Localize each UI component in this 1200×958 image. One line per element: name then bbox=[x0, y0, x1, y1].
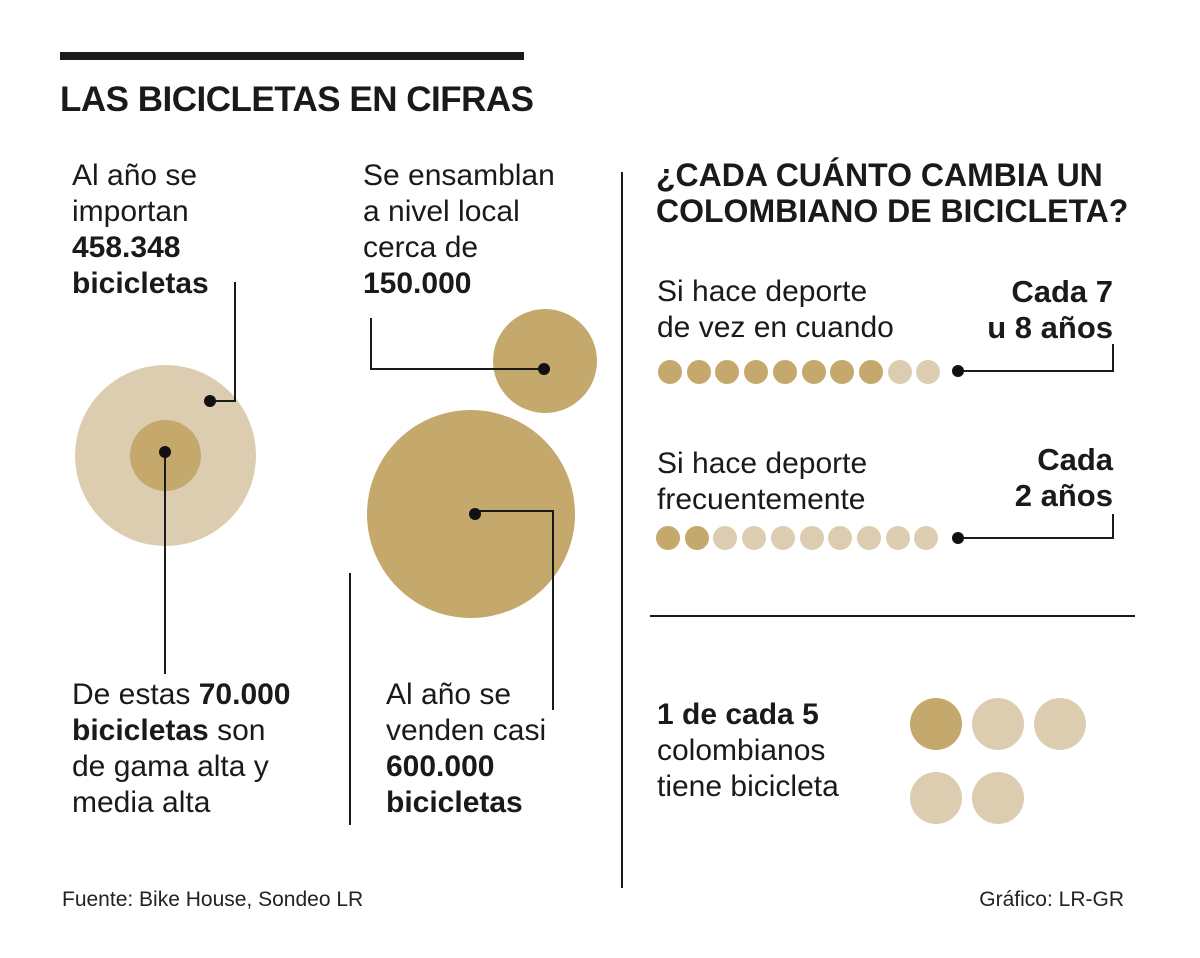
assembled-line2: a nivel local bbox=[363, 195, 520, 228]
frequent-end-dot bbox=[952, 532, 964, 544]
frequent-line1: Si hace deporte bbox=[657, 447, 868, 480]
frequent-line2: frecuentemente bbox=[657, 483, 866, 516]
column-divider bbox=[349, 573, 351, 825]
occasional-answer: Cada 7 u 8 años bbox=[987, 274, 1113, 346]
main-divider bbox=[621, 172, 623, 888]
occasional-dot-filled bbox=[744, 360, 769, 384]
occasional-line1: Si hace deporte bbox=[657, 275, 868, 308]
high-end-line3: de gama alta y bbox=[72, 750, 269, 783]
sold-value: 600.000 bbox=[386, 750, 495, 783]
assembled-bubble bbox=[493, 309, 597, 413]
occasional-text: Si hace deporte de vez en cuando bbox=[657, 274, 894, 346]
high-end-dot bbox=[159, 446, 171, 458]
frequent-answer2: 2 años bbox=[1014, 478, 1113, 513]
imports-text: Al año se importan 458.348 bicicletas bbox=[72, 158, 209, 302]
sold-line2: venden casi bbox=[386, 714, 547, 747]
occasional-dot-empty bbox=[916, 360, 941, 384]
occasional-answer1: Cada 7 bbox=[1011, 274, 1113, 309]
occasional-leader-vertical bbox=[1112, 344, 1114, 372]
high-end-post: son bbox=[217, 714, 266, 747]
frequent-answer: Cada 2 años bbox=[1015, 442, 1113, 514]
occasional-end-dot bbox=[952, 365, 964, 377]
occasional-dot-filled bbox=[830, 360, 855, 384]
assembled-line3: cerca de bbox=[363, 231, 479, 264]
ownership-dot-empty bbox=[972, 698, 1024, 750]
frequent-answer1: Cada bbox=[1037, 442, 1113, 477]
ownership-dot-empty bbox=[1034, 698, 1086, 750]
imports-leader-vertical bbox=[234, 282, 236, 402]
frequent-dot-empty bbox=[770, 526, 795, 550]
frequent-dot-empty bbox=[713, 526, 738, 550]
source-note: Fuente: Bike House, Sondeo LR bbox=[62, 888, 364, 911]
ownership-bold: 1 de cada 5 bbox=[657, 698, 819, 731]
ownership-line3: tiene bicicleta bbox=[657, 770, 839, 803]
high-end-text: De estas 70.000 bicicletas son de gama a… bbox=[72, 677, 291, 821]
page-title: LAS BICICLETAS EN CIFRAS bbox=[60, 80, 534, 119]
ownership-dot-filled bbox=[910, 698, 962, 750]
frequent-dot-empty bbox=[742, 526, 767, 550]
section-divider bbox=[650, 615, 1135, 617]
question-title: ¿CADA CUÁNTO CAMBIA UN COLOMBIANO DE BIC… bbox=[656, 157, 1128, 229]
frequent-text: Si hace deporte frecuentemente bbox=[657, 446, 867, 518]
imports-leader-horizontal bbox=[210, 400, 236, 402]
assembled-value: 150.000 bbox=[363, 267, 472, 300]
imports-value: 458.348 bbox=[72, 231, 181, 264]
frequent-dot-empty bbox=[885, 526, 910, 550]
occasional-line2: de vez en cuando bbox=[657, 311, 894, 344]
occasional-dot-filled bbox=[658, 360, 682, 384]
assembled-dot bbox=[538, 363, 550, 375]
ownership-text: 1 de cada 5 colombianos tiene bicicleta bbox=[657, 697, 839, 805]
high-end-leader bbox=[164, 452, 166, 674]
sold-unit: bicicletas bbox=[386, 786, 523, 819]
assembled-text: Se ensamblan a nivel local cerca de 150.… bbox=[363, 158, 555, 302]
assembled-leader-horizontal bbox=[370, 368, 544, 370]
ownership-dots bbox=[910, 698, 1090, 824]
assembled-line1: Se ensamblan bbox=[363, 159, 555, 192]
imports-line1: Al año se bbox=[72, 159, 198, 192]
high-end-line4: media alta bbox=[72, 786, 211, 819]
ownership-line2: colombianos bbox=[657, 734, 826, 767]
imports-line2: importan bbox=[72, 195, 189, 228]
frequent-dot-empty bbox=[856, 526, 881, 550]
credit-note: Gráfico: LR-GR bbox=[979, 888, 1124, 911]
question-line1: ¿CADA CUÁNTO CAMBIA UN bbox=[656, 157, 1103, 193]
high-end-unit: bicicletas bbox=[72, 714, 209, 747]
occasional-dot-empty bbox=[887, 360, 912, 384]
frequent-dot-filled bbox=[684, 526, 709, 550]
frequent-leader-vertical bbox=[1112, 514, 1114, 539]
occasional-dot-filled bbox=[772, 360, 797, 384]
sold-line1: Al año se bbox=[386, 678, 512, 711]
occasional-dot-filled bbox=[686, 360, 711, 384]
frequent-dot-empty bbox=[828, 526, 853, 550]
question-line2: COLOMBIANO DE BICICLETA? bbox=[656, 193, 1129, 229]
imports-unit: bicicletas bbox=[72, 267, 209, 300]
sold-leader-vertical bbox=[552, 510, 554, 710]
ownership-dot-empty bbox=[972, 772, 1024, 824]
occasional-dot-filled bbox=[858, 360, 883, 384]
high-end-pre: De estas bbox=[72, 678, 191, 711]
occasional-dot-filled bbox=[715, 360, 740, 384]
sold-leader-horizontal bbox=[475, 510, 554, 512]
title-rule bbox=[60, 52, 524, 60]
occasional-dot-row bbox=[658, 360, 948, 384]
sold-text: Al año se venden casi 600.000 bicicletas bbox=[386, 677, 546, 821]
assembled-leader-vertical bbox=[370, 318, 372, 370]
frequent-leader-horizontal bbox=[958, 537, 1114, 539]
occasional-answer2: u 8 años bbox=[987, 310, 1113, 345]
sold-dot bbox=[469, 508, 481, 520]
occasional-leader-horizontal bbox=[958, 370, 1114, 372]
frequent-dot-row bbox=[656, 526, 946, 550]
high-end-value: 70.000 bbox=[198, 678, 291, 711]
frequent-dot-empty bbox=[799, 526, 824, 550]
frequent-dot-empty bbox=[914, 526, 939, 550]
occasional-dot-filled bbox=[801, 360, 826, 384]
frequent-dot-filled bbox=[656, 526, 680, 550]
imports-dot bbox=[204, 395, 216, 407]
ownership-dot-empty bbox=[910, 772, 962, 824]
